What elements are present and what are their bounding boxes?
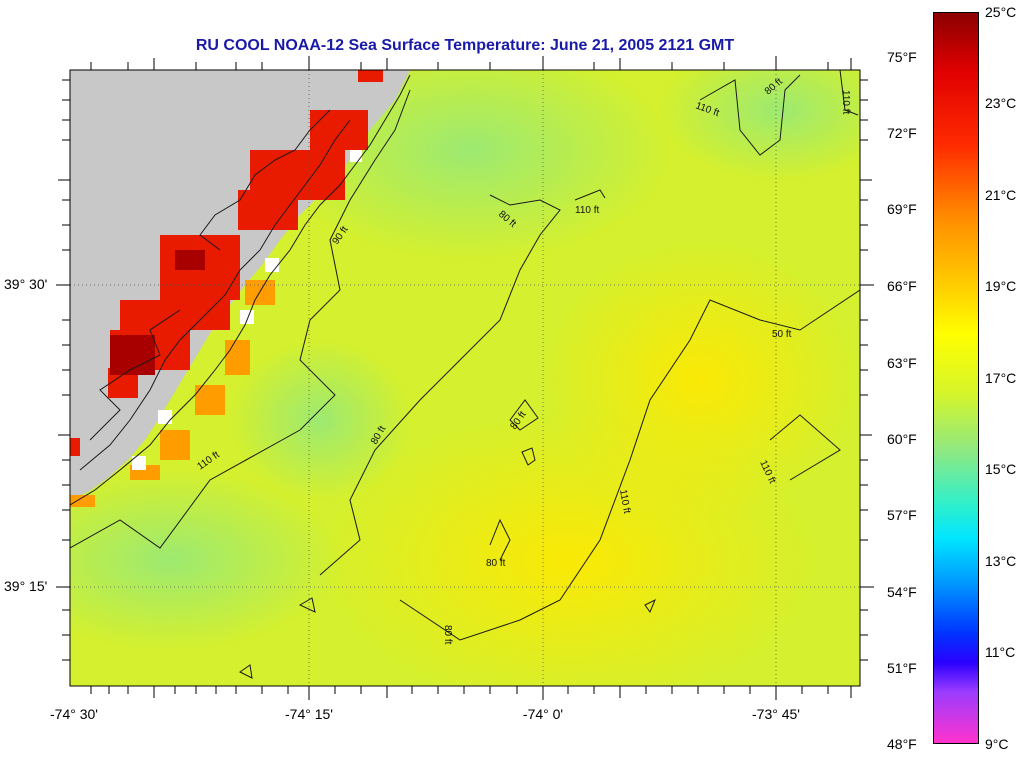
contour-label: 110 ft [575,205,599,216]
colorbar-fahrenheit-label: 51°F [887,660,917,676]
orange-nearshore-water [70,280,275,507]
colorbar-celsius-label: 9°C [985,736,1009,752]
contour-label: 110 ft [840,90,851,114]
contour-label: 50 ft [772,329,792,340]
cool-water-patch [230,340,410,500]
frame-ticks [56,56,874,700]
colorbar-fahrenheit-label: 60°F [887,431,917,447]
colorbar-fahrenheit-label: 75°F [887,49,917,65]
colorbar-celsius-label: 13°C [985,553,1017,569]
white-coastal-pixels [132,150,362,470]
warm-water-patch [540,240,860,520]
map-title: RU COOL NOAA-12 Sea Surface Temperature:… [195,37,735,54]
colorbar-fahrenheit-label: 57°F [887,507,917,523]
colorbar-celsius-label: 11°C [985,644,1016,660]
coastline-detail [70,74,411,506]
contour-label: 80 ft [442,625,453,645]
temperature-colorbar [933,12,979,744]
cool-water-patch [70,470,340,650]
colorbar-celsius-label: 25°C [985,4,1017,20]
latitude-label: 39° 30' [4,276,48,292]
colorbar-celsius-label: 19°C [985,278,1017,294]
colorbar-fahrenheit-label: 63°F [887,355,917,371]
colorbar-celsius-label: 21°C [985,187,1017,203]
contour-label: 80 ft [486,558,506,569]
grid-lines [70,70,860,686]
longitude-label: -74° 30' [50,706,98,722]
latitude-label: 39° 15' [4,578,48,594]
colorbar-fahrenheit-label: 48°F [887,736,917,752]
depth-contours [70,70,860,679]
colorbar-fahrenheit-label: 66°F [887,278,917,294]
contour-label: 110 ft [617,489,632,515]
colorbar-fahrenheit-label: 72°F [887,125,917,141]
longitude-label: -73° 45' [752,706,800,722]
colorbar-celsius-label: 15°C [985,461,1017,477]
colorbar-fahrenheit-label: 69°F [887,201,917,217]
cool-water-patch [660,70,860,180]
longitude-label: -74° 0' [522,706,564,722]
map-frame [69,69,861,687]
colorbar-celsius-label: 23°C [985,95,1017,111]
longitude-label: -74° 15' [285,706,333,722]
colorbar-fahrenheit-label: 54°F [887,584,917,600]
colorbar-celsius-label: 17°C [985,370,1017,386]
